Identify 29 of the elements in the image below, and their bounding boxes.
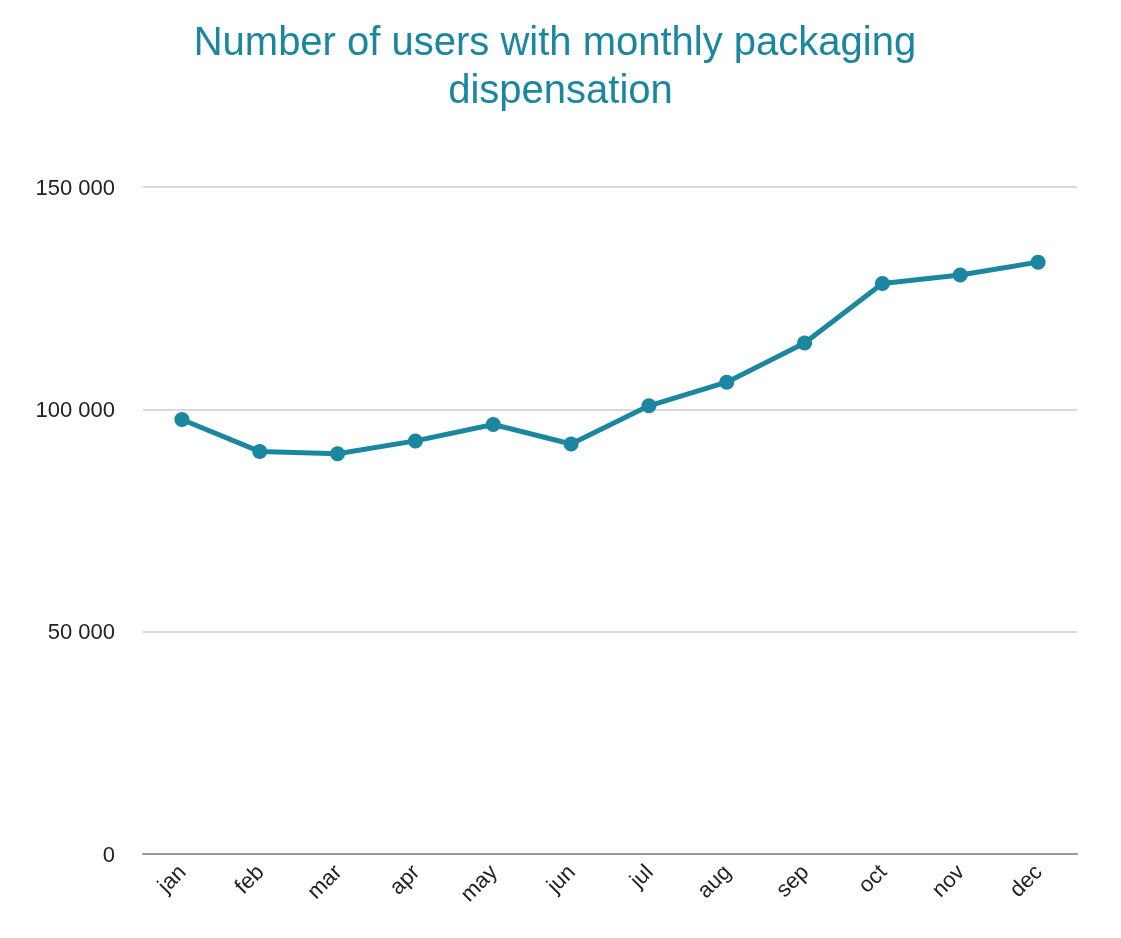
- x-tick-label: feb: [229, 859, 269, 899]
- x-tick-label: may: [455, 859, 503, 907]
- x-tick-label: mar: [301, 859, 347, 904]
- point: [719, 374, 735, 390]
- point: [174, 412, 190, 428]
- chart-title: Number of users with monthly packaging dispensation: [193, 19, 928, 111]
- x-tick-label: apr: [384, 859, 425, 900]
- point: [797, 335, 813, 351]
- point: [952, 267, 968, 283]
- point: [330, 446, 346, 462]
- y-tick-label: 100 000: [35, 396, 115, 422]
- point: [407, 433, 423, 449]
- x-tick-label: oct: [852, 859, 892, 898]
- x-tick-label: jun: [540, 859, 580, 899]
- point: [485, 416, 501, 432]
- y-tick-label: 50 000: [47, 619, 115, 645]
- y-tick-label: 0: [102, 841, 115, 867]
- x-tick-label: jan: [151, 859, 191, 899]
- x-tick-label: dec: [1004, 859, 1047, 902]
- x-tick-label: jul: [623, 859, 658, 894]
- point: [641, 398, 657, 414]
- x-tick-label: nov: [926, 859, 970, 902]
- point: [874, 276, 890, 291]
- point: [563, 436, 579, 452]
- x-tick-label: aug: [691, 859, 736, 903]
- y-tick-label: 150 000: [35, 174, 115, 200]
- point: [1030, 254, 1046, 270]
- point: [252, 444, 268, 460]
- x-tick-label: sep: [770, 859, 814, 902]
